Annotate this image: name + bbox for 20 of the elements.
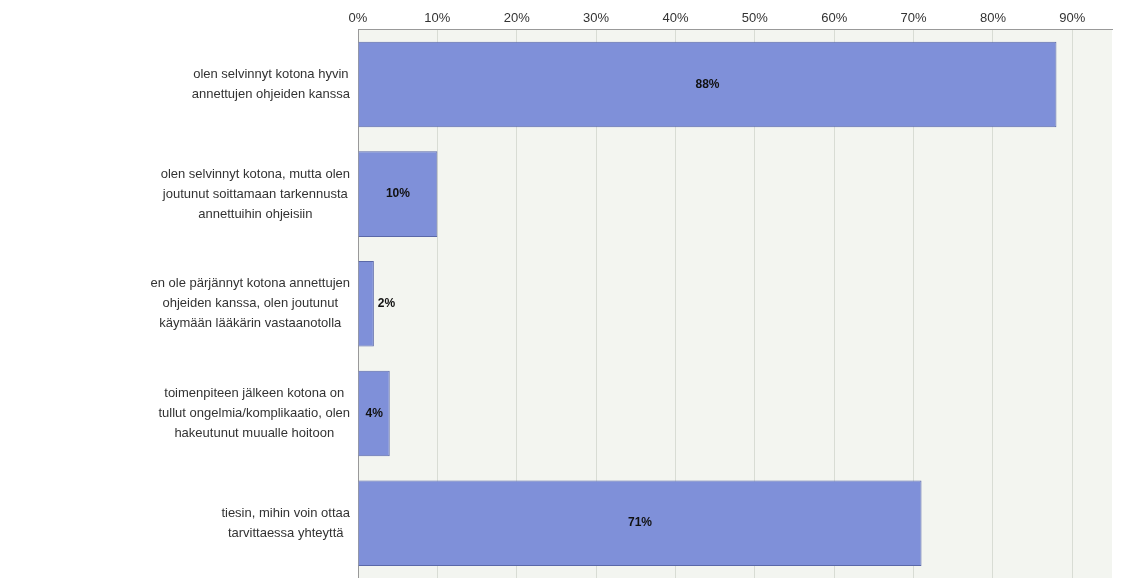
data-label: 71%	[627, 515, 653, 530]
x-tick-label: 80%	[979, 10, 1007, 26]
x-tick-label: 0%	[348, 10, 368, 26]
data-label: 10%	[385, 186, 411, 201]
x-tick-label: 60%	[821, 10, 848, 26]
x-tick-label: 10%	[424, 10, 451, 26]
y-tick-label: olen selvinnyt kotona, mutta olen joutunut soittamaan tarkennusta annettuihin ohjeisiin	[160, 165, 350, 221]
y-tick-label: olen selvinnyt kotona hyvin annettujen ohjeiden kanssa	[191, 66, 351, 102]
x-tick-label: 40%	[662, 10, 689, 26]
data-label: 4%	[365, 405, 384, 420]
x-tick-label: 90%	[1059, 10, 1086, 26]
data-label: 88%	[695, 76, 720, 91]
x-tick-label: 30%	[583, 10, 610, 26]
data-label: 2%	[377, 296, 396, 311]
x-tick-label: 50%	[741, 10, 769, 26]
y-tick-label: tiesin, mihin voin ottaa tarvittaessa yhteyttä	[221, 504, 351, 540]
y-tick-label: en ole pärjännyt kotona annettujen ohjeiden kanssa, olen joutunut käymään lääkärin vastaanotolla	[150, 275, 351, 331]
x-tick-label: 70%	[900, 10, 928, 26]
x-tick-label: 20%	[503, 10, 531, 26]
y-tick-label: toimenpiteen jälkeen kotona on tullut ongelmia/komplikaatio, olen hakeutunut muualle hoitoon	[158, 385, 350, 441]
